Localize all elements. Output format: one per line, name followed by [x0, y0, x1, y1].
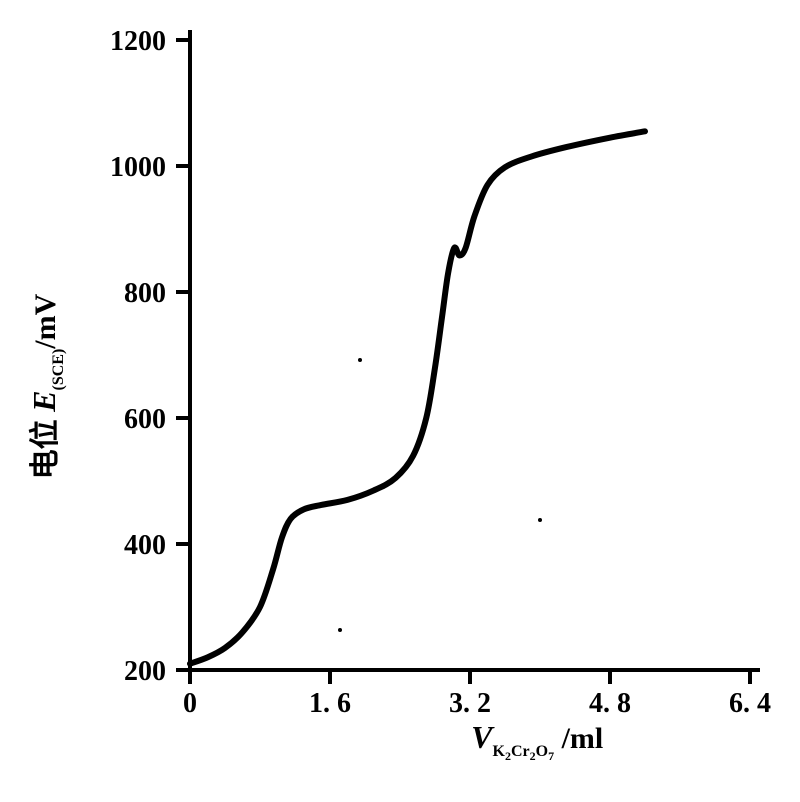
x-axis-label: VK2Cr2O7 /ml	[471, 719, 603, 763]
y-axis-label: 电位 E(SCE)/mV	[26, 293, 67, 479]
x-tick-label: 6. 4	[729, 688, 771, 719]
x-tick-label: 4. 8	[589, 688, 631, 719]
axes	[190, 30, 760, 670]
noise-dot	[338, 628, 342, 632]
noise-dot	[358, 358, 362, 362]
y-tick-label: 1000	[110, 152, 166, 183]
y-tick-label: 800	[124, 278, 166, 309]
y-tick-label: 200	[124, 656, 166, 687]
y-tick-label: 1200	[110, 26, 166, 57]
x-tick-label: 0	[183, 688, 197, 719]
noise-dot	[538, 518, 542, 522]
y-tick-label: 600	[124, 404, 166, 435]
chart-svg: 200 400 600 800 1000 1200 0 1. 6 3. 2 4. 8 6. 4 电位 …	[0, 0, 800, 802]
titration-chart: 200 400 600 800 1000 1200 0 1. 6 3. 2 4. 8 6. 4 电位 …	[0, 0, 800, 802]
y-tick-label: 400	[124, 530, 166, 561]
titration-curve	[190, 131, 645, 663]
x-tick-label: 3. 2	[449, 688, 491, 719]
x-tick-label: 1. 6	[309, 688, 351, 719]
